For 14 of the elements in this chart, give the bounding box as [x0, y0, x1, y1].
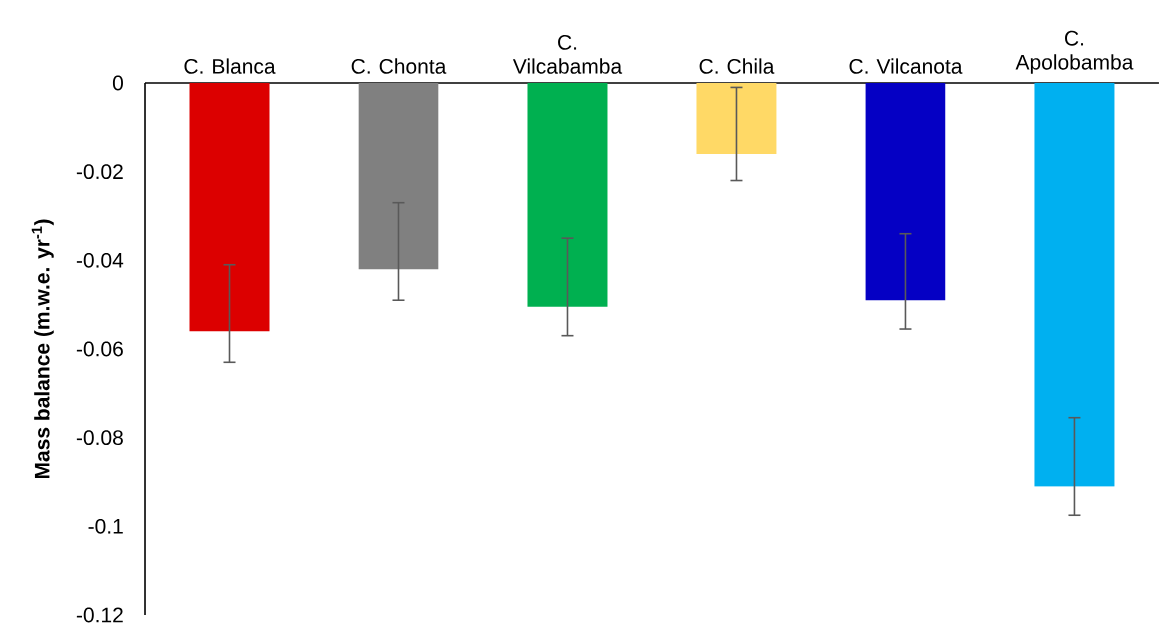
- x-tick-label: C. Vilcanota: [849, 58, 963, 74]
- y-tick-label: -0.06: [76, 341, 123, 357]
- x-tick-label: C. Chila: [699, 58, 775, 74]
- y-tick-label: -0.04: [76, 252, 124, 268]
- y-axis-title: Mass balance (m.w.e. yr$^{-1}$): [31, 219, 54, 479]
- x-tick-label: C. Chonta: [351, 58, 447, 74]
- x-tick-label: C. Apolobamba: [1015, 30, 1134, 74]
- y-tick-label: 0: [112, 75, 123, 91]
- x-tick-label: C. Blanca: [184, 58, 276, 74]
- y-tick-label: -0.02: [76, 164, 123, 180]
- x-tick-label: C. Vilcabamba: [512, 34, 623, 74]
- y-tick-label: -0.08: [76, 430, 123, 446]
- y-tick-label: -0.12: [76, 607, 123, 623]
- y-tick-label: -0.1: [88, 518, 123, 534]
